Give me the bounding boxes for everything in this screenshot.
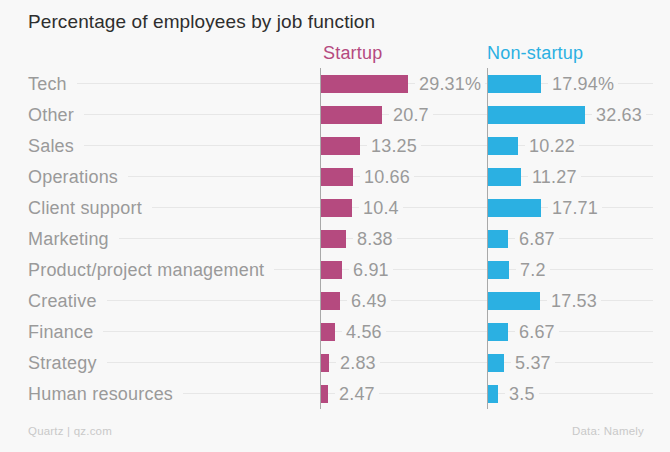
chart-row: Human resources 2.47 3.5 xyxy=(0,378,670,409)
startup-bar xyxy=(321,168,353,186)
category-label: Sales xyxy=(28,135,84,156)
startup-value-label: 2.83 xyxy=(336,352,380,373)
nonstartup-bar xyxy=(488,137,518,155)
source-credit: Quartz | qz.com xyxy=(28,425,112,437)
startup-bar xyxy=(321,292,340,310)
startup-value-label: 10.66 xyxy=(360,166,414,187)
category-label: Other xyxy=(28,104,84,125)
nonstartup-bar xyxy=(488,354,504,372)
chart-row: Operations 10.66 11.27 xyxy=(0,161,670,192)
chart-row: Strategy 2.83 5.37 xyxy=(0,347,670,378)
startup-bar xyxy=(321,385,328,403)
chart-row: Sales 13.25 10.22 xyxy=(0,130,670,161)
startup-value-label: 29.31% xyxy=(415,73,485,94)
nonstartup-value-label: 11.27 xyxy=(528,166,581,187)
category-label: Client support xyxy=(28,197,152,218)
row-gridline xyxy=(28,331,653,332)
chart-row: Product/project management 6.91 7.2 xyxy=(0,254,670,285)
category-label: Creative xyxy=(28,290,107,311)
startup-bar xyxy=(321,230,346,248)
nonstartup-value-label: 32.63 xyxy=(592,104,646,125)
nonstartup-value-label: 6.67 xyxy=(515,321,559,342)
chart-row: Other 20.7 32.63 xyxy=(0,99,670,130)
nonstartup-value-label: 5.37 xyxy=(511,352,555,373)
nonstartup-value-label: 6.87 xyxy=(515,228,559,249)
startup-value-label: 10.4 xyxy=(359,197,403,218)
startup-value-label: 6.49 xyxy=(347,290,391,311)
startup-bar xyxy=(321,323,335,341)
category-label: Tech xyxy=(28,73,77,94)
startup-value-label: 6.91 xyxy=(349,259,393,280)
nonstartup-value-label: 17.53 xyxy=(547,290,601,311)
data-credit: Data: Namely xyxy=(572,425,644,437)
nonstartup-bar xyxy=(488,261,509,279)
startup-bar xyxy=(321,106,382,124)
nonstartup-bar xyxy=(488,168,521,186)
nonstartup-bar xyxy=(488,75,541,93)
nonstartup-value-label: 10.22 xyxy=(525,135,579,156)
category-label: Operations xyxy=(28,166,128,187)
chart-row: Creative 6.49 17.53 xyxy=(0,285,670,316)
nonstartup-bar xyxy=(488,106,585,124)
nonstartup-value-label: 3.5 xyxy=(505,383,539,404)
legend-startup-label: Startup xyxy=(323,43,382,64)
category-label: Product/project management xyxy=(28,259,274,280)
startup-axis-line xyxy=(320,68,321,409)
category-label: Finance xyxy=(28,321,103,342)
nonstartup-axis-line xyxy=(487,68,488,409)
nonstartup-bar xyxy=(488,292,540,310)
startup-value-label: 4.56 xyxy=(342,321,386,342)
startup-bar xyxy=(321,75,408,93)
startup-bar xyxy=(321,261,342,279)
legend-nonstartup-label: Non-startup xyxy=(487,43,583,64)
nonstartup-bar xyxy=(488,230,508,248)
chart-row: Tech 29.31% 17.94% xyxy=(0,68,670,99)
chart-title: Percentage of employees by job function xyxy=(28,11,375,33)
nonstartup-value-label: 7.2 xyxy=(516,259,550,280)
nonstartup-bar xyxy=(488,385,498,403)
chart-row: Marketing 8.38 6.87 xyxy=(0,223,670,254)
category-label: Strategy xyxy=(28,352,107,373)
nonstartup-value-label: 17.71 xyxy=(548,197,602,218)
startup-value-label: 20.7 xyxy=(389,104,433,125)
chart-row: Client support 10.4 17.71 xyxy=(0,192,670,223)
chart-row: Finance 4.56 6.67 xyxy=(0,316,670,347)
startup-value-label: 2.47 xyxy=(335,383,379,404)
nonstartup-bar xyxy=(488,323,508,341)
nonstartup-bar xyxy=(488,199,541,217)
startup-value-label: 13.25 xyxy=(367,135,421,156)
category-label: Human resources xyxy=(28,383,183,404)
category-label: Marketing xyxy=(28,228,119,249)
startup-bar xyxy=(321,354,329,372)
startup-bar xyxy=(321,199,352,217)
nonstartup-value-label: 17.94% xyxy=(548,73,618,94)
chart-canvas: Percentage of employees by job function … xyxy=(0,0,670,452)
startup-bar xyxy=(321,137,360,155)
startup-value-label: 8.38 xyxy=(353,228,397,249)
